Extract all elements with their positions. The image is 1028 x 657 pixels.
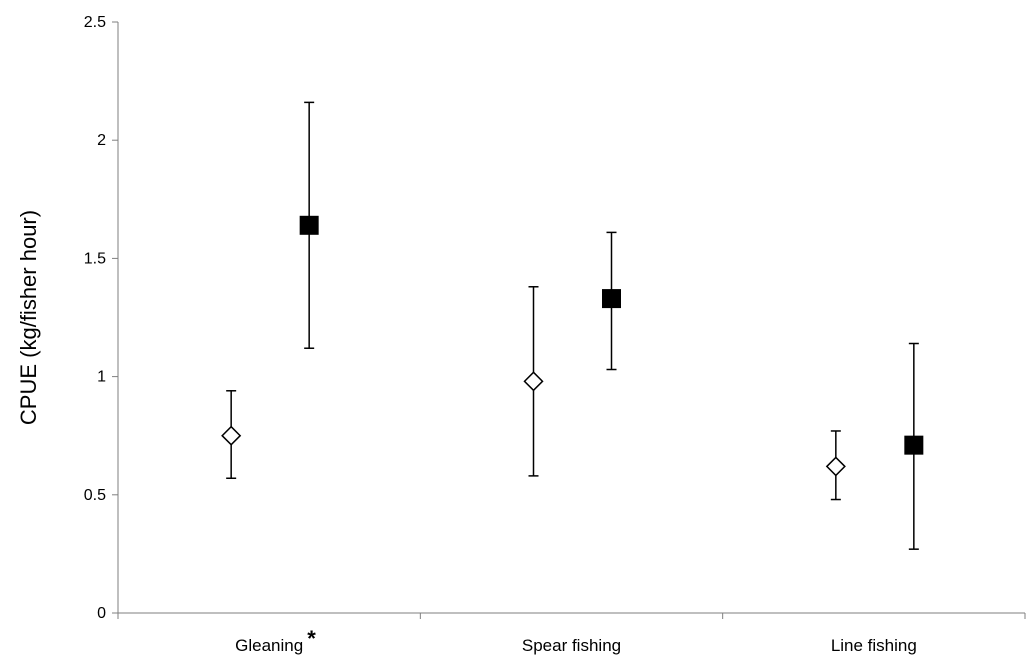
open-diamond-point [523,371,544,392]
y-tick-label: 0.5 [84,487,106,504]
axes [117,22,1026,619]
data-marks [221,101,924,550]
y-tick-label: 2 [97,132,106,149]
filled-square-point [904,435,924,455]
category-label: Spear fishing [522,636,621,655]
y-axis-title: CPUE (kg/fisher hour) [16,210,41,425]
open-diamond-point [825,456,846,477]
category-label: Gleaning [235,636,303,655]
category-labels: Gleaning * Spear fishing Line fishing [235,626,917,655]
significance-marker: * [307,626,316,651]
y-tick-label: 1.5 [84,250,106,267]
y-tick-label: 0 [97,605,106,622]
y-tick-label: 1 [97,369,106,386]
y-tick-label: 2.5 [84,14,106,31]
y-ticks: 0 0.5 1 1.5 2 2.5 [84,14,118,622]
category-label: Line fishing [831,636,917,655]
filled-square-point [299,215,319,235]
open-diamond-point [221,425,242,446]
filled-square-point [602,289,621,309]
